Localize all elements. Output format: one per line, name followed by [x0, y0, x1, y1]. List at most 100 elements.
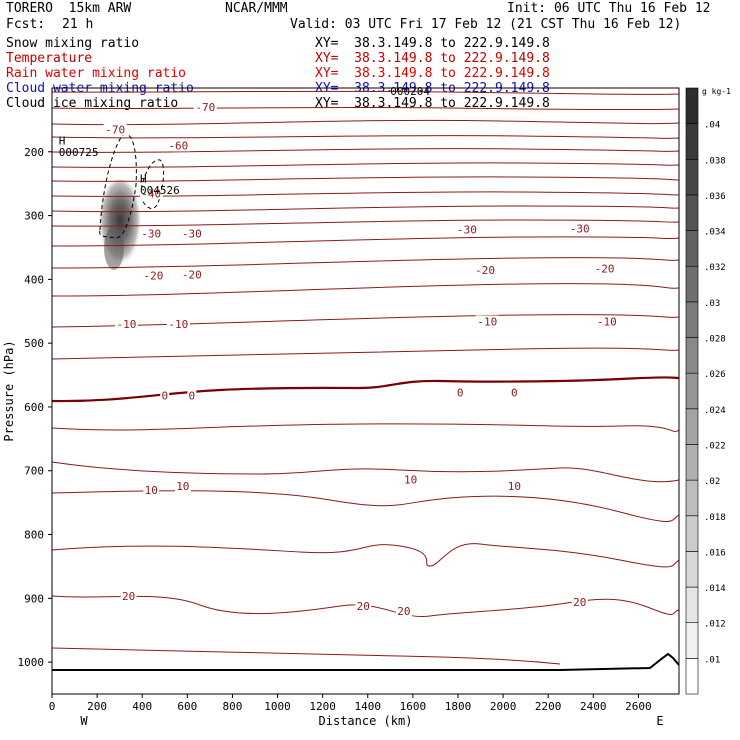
isotherm-label-bg: [174, 480, 191, 493]
isotherm-label-bg: [180, 227, 204, 240]
isotherm-line: [51, 176, 680, 182]
isotherm-label-bg: [509, 386, 519, 399]
valid-time: Valid: 03 UTC Fri 17 Feb 12 (21 CST Thu …: [290, 17, 682, 32]
colorbar-cell: [685, 658, 699, 695]
isotherm-label: -40: [141, 187, 161, 200]
isotherm-line: [51, 135, 680, 139]
y-tick-label: 200: [24, 146, 44, 159]
xy-snow: XY= 38.3.149.8 to 222.9.149.8: [315, 36, 550, 51]
colorbar: .01 .012 .014 .016 .018 .02 .022 .024 .026 .028 .0…: [685, 87, 731, 695]
isotherm-label-bg: [103, 123, 127, 136]
extremum-label: 000204: [390, 85, 430, 98]
forecast-hours: 21 h: [62, 17, 94, 32]
snow-dense-core: [104, 226, 124, 270]
colorbar-tick-label: .036: [704, 192, 726, 202]
isotherm-label-bg: [506, 480, 523, 493]
isotherm-line: [51, 423, 680, 433]
colorbar-cell: [685, 123, 699, 160]
isotherm-label-bg: [571, 596, 588, 609]
colorbar-cell: [685, 337, 699, 374]
extremum-label: 000725: [59, 146, 99, 159]
cloud-ice-contour: [99, 133, 137, 239]
cloud-ice-contour-small: [139, 159, 165, 209]
isotherm-label-bg: [187, 389, 197, 402]
west-label: W: [80, 714, 88, 728]
x-tick-label: 1400: [355, 700, 382, 713]
isotherm-line: [51, 595, 680, 618]
colorbar-cell: [685, 515, 699, 552]
x-tick-label: 1000: [264, 700, 291, 713]
isotherm-label-bg: [475, 315, 499, 328]
x-tick-label: 0: [49, 700, 56, 713]
y-tick-label: 800: [24, 529, 44, 542]
extremum-label: H: [140, 173, 147, 186]
y-tick-label: 900: [24, 592, 44, 605]
colorbar-tick-label: .038: [704, 156, 726, 166]
isotherm-label: 10: [176, 480, 189, 493]
colorbar-tick-label: .014: [704, 584, 726, 594]
colorbar-tick-label: .026: [704, 370, 726, 380]
isotherm-label: 20: [357, 600, 370, 613]
colorbar-tick-label: .016: [704, 548, 726, 558]
isotherm-line: [51, 647, 561, 665]
isotherm-line: [51, 490, 680, 522]
isotherm-label-bg: [595, 315, 619, 328]
isotherm-label-bg: [141, 269, 165, 282]
center-title: NCAR/MMM: [225, 1, 288, 16]
isotherm-label-bg: [166, 318, 190, 331]
isotherm-label: -30: [182, 227, 202, 240]
isotherm-label: 20: [573, 596, 586, 609]
isotherm-line: [51, 119, 680, 126]
colorbar-tick-label: .028: [704, 335, 726, 345]
isotherm-label: -70: [105, 123, 125, 136]
isotherm-label: -60: [168, 139, 188, 152]
isotherm-label: 10: [145, 484, 158, 497]
isotherm-label: 20: [122, 590, 135, 603]
colorbar-cell: [685, 586, 699, 624]
isotherm-label-bg: [355, 599, 372, 612]
axes: 0 200 400 600 800 1000 1200 1400 1600 1800 2000 220…: [2, 146, 664, 728]
isotherm-label: 0: [189, 389, 196, 402]
colorbar-cell: [685, 230, 699, 267]
isotherm-lines: [51, 90, 680, 665]
isotherm-label: -10: [116, 318, 136, 331]
x-tick-label: 1600: [400, 700, 427, 713]
legend-temperature: Temperature: [6, 51, 93, 66]
colorbar-cell: [685, 622, 699, 659]
isotherm-label: 10: [508, 480, 521, 493]
xy-rain: XY= 38.3.149.8 to 222.9.149.8: [315, 66, 550, 81]
colorbar-cell: [685, 408, 699, 445]
ground-line: [52, 652, 680, 671]
isotherm-label: -30: [570, 222, 590, 235]
colorbar-cell: [685, 372, 699, 410]
colorbar-tick-label: .01: [704, 655, 720, 665]
east-label: E: [656, 714, 663, 728]
isotherm-line: [51, 205, 680, 213]
isotherm-line: [51, 148, 680, 153]
extremum-label: H: [59, 134, 66, 147]
isotherm-label: -70: [195, 101, 215, 114]
isotherm-label: 0: [457, 386, 464, 399]
isotherm-label-bg: [143, 483, 160, 496]
isotherm-line: [51, 106, 680, 111]
isotherm-label: -30: [457, 224, 477, 237]
y-tick-label: 1000: [18, 656, 45, 669]
x-tick-label: 200: [87, 700, 107, 713]
isotherm-label: 0: [161, 389, 168, 402]
colorbar-unit: g kg-1: [702, 87, 731, 96]
x-axis-title: Distance (km): [319, 714, 413, 728]
isotherm-label: -20: [475, 264, 495, 277]
isotherm-label: -10: [168, 318, 188, 331]
x-tick-label: 2200: [535, 700, 562, 713]
colorbar-cell: [685, 87, 699, 124]
colorbar-tick-label: .024: [704, 406, 726, 416]
cloud-ice-contours: [99, 133, 165, 239]
colorbar-tick-label: .012: [704, 620, 726, 630]
colorbar-cell: [685, 265, 699, 303]
plot-frame: [51, 87, 680, 695]
colorbar-cell: [685, 551, 699, 588]
isotherm-line: [51, 236, 680, 247]
y-tick-label: 600: [24, 401, 44, 414]
isotherm-label: -20: [144, 270, 164, 283]
